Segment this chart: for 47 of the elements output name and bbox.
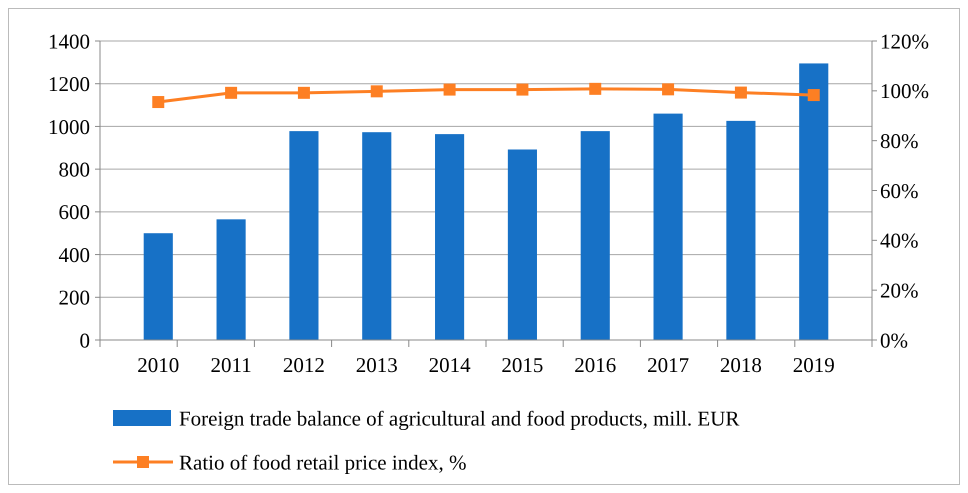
point — [444, 84, 456, 96]
y-tick-label: 1000 — [48, 114, 90, 139]
bar — [799, 63, 828, 340]
bar — [726, 120, 756, 340]
y2-tick-label: 100% — [880, 79, 929, 104]
legend-label: Foreign trade balance of agricultural and food products, mill. EUR — [179, 406, 740, 430]
x-tick-label: 2014 — [428, 353, 472, 377]
x-tick-label: 2018 — [720, 353, 762, 377]
bar — [508, 149, 537, 340]
point — [662, 83, 674, 96]
point — [225, 86, 238, 99]
x-tick-label: 2010 — [137, 353, 180, 377]
x-tick-label: 2017 — [647, 353, 690, 377]
point — [370, 85, 383, 98]
x-tick-label: 2019 — [792, 353, 835, 377]
y-tick-label: 400 — [58, 242, 90, 267]
bar — [654, 114, 683, 340]
y2-tick-label: 120% — [880, 29, 929, 54]
y2-tick-label: 20% — [880, 278, 918, 303]
y2-tick-label: 40% — [880, 228, 918, 253]
point — [516, 84, 528, 96]
x-tick-label: 2012 — [282, 353, 325, 377]
bar — [216, 219, 246, 340]
y-tick-label: 0 — [80, 328, 90, 352]
x-tick-label: 2013 — [356, 353, 398, 377]
bar — [289, 131, 318, 340]
y-tick-label: 800 — [58, 157, 90, 182]
legend-label: Ratio of food retail price index, % — [179, 450, 466, 474]
y2-tick-label: 0% — [880, 328, 908, 352]
x-tick-label: 2011 — [210, 353, 252, 377]
point — [808, 89, 820, 102]
y-tick-label: 200 — [58, 286, 90, 310]
bar — [435, 134, 464, 340]
y2-tick-label: 60% — [880, 178, 918, 203]
x-tick-label: 2016 — [574, 353, 616, 377]
bar — [580, 131, 610, 340]
bar — [144, 233, 173, 340]
bar — [362, 132, 392, 340]
y-tick-label: 1400 — [48, 29, 90, 54]
y-tick-label: 1200 — [48, 72, 90, 96]
point — [152, 96, 164, 108]
point — [298, 86, 310, 99]
point — [734, 86, 747, 99]
y-tick-label: 600 — [58, 200, 90, 224]
point — [589, 82, 602, 95]
x-tick-label: 2015 — [501, 353, 544, 377]
y2-tick-label: 80% — [880, 129, 918, 154]
